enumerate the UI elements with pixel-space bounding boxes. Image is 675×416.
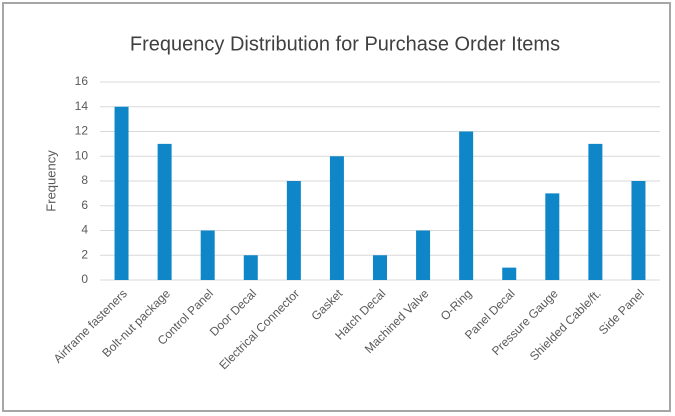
bar <box>243 255 258 280</box>
bar <box>114 106 129 280</box>
bar <box>459 131 474 280</box>
y-tick-label: 10 <box>75 148 89 162</box>
bar <box>545 193 560 280</box>
y-tick-label: 12 <box>75 124 89 138</box>
bar <box>329 156 344 280</box>
y-tick-label: 4 <box>81 223 88 237</box>
bar <box>286 181 301 280</box>
bar <box>502 267 517 280</box>
y-tick-label: 16 <box>75 74 89 88</box>
bar <box>157 143 172 280</box>
y-tick-label: 6 <box>81 198 88 212</box>
bar <box>373 255 387 280</box>
bar <box>588 143 603 280</box>
bar <box>631 181 646 280</box>
y-tick-label: 8 <box>81 173 88 187</box>
y-axis-label: Frequency <box>43 150 58 212</box>
bar <box>416 230 431 280</box>
chart-title: Frequency Distribution for Purchase Orde… <box>130 33 560 55</box>
bar <box>200 230 215 280</box>
y-tick-label: 14 <box>75 99 89 113</box>
y-tick-label: 0 <box>81 272 88 286</box>
y-tick-label: 2 <box>81 247 88 261</box>
